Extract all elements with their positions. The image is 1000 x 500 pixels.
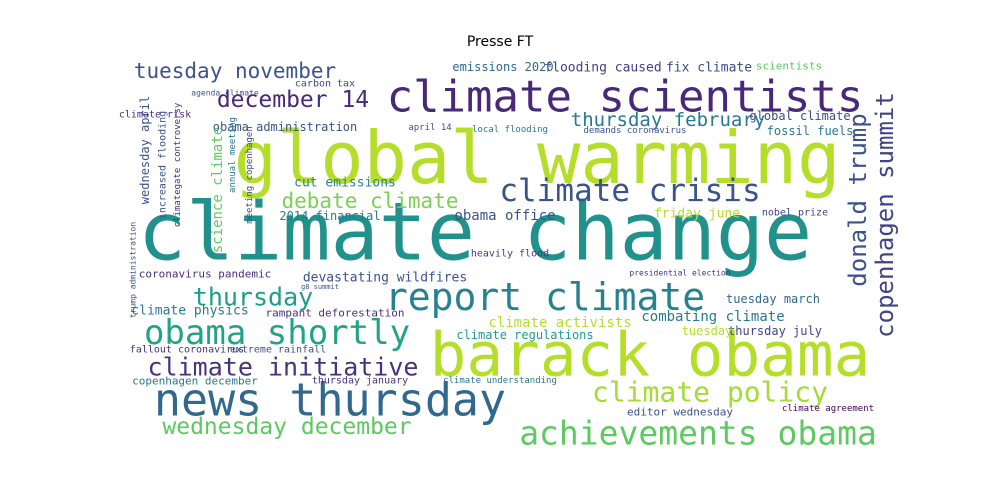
word: climate activists <box>488 315 631 331</box>
word: rampant deforestation <box>265 307 404 320</box>
word: presidential election <box>629 269 730 278</box>
word: flooding caused <box>544 61 661 76</box>
cloud-area <box>125 60 895 445</box>
word: climate physics <box>131 304 248 319</box>
word: donald trump <box>844 113 872 286</box>
word: climate crisis <box>499 173 760 209</box>
word: climate understanding <box>443 376 557 386</box>
word: tuesday march <box>726 292 820 306</box>
word: tuesday <box>682 324 733 338</box>
word: wednesday december <box>162 414 411 440</box>
title: Presse FT <box>467 34 534 50</box>
word: carbon tax <box>295 79 355 90</box>
word: report climate <box>385 275 705 319</box>
word: increased flooding <box>158 111 169 219</box>
word: climate change <box>138 186 812 279</box>
word: science climate <box>210 127 226 253</box>
word: climate regulations <box>456 328 593 342</box>
word: editor wednesday <box>627 406 733 419</box>
word: copenhagen summit <box>871 92 899 338</box>
word: fossil fuels <box>767 124 854 138</box>
word: copenhagen december <box>132 375 258 388</box>
word: climate initiative <box>148 353 419 382</box>
word: climate policy <box>592 376 828 409</box>
word: climategate controversy <box>173 102 183 227</box>
word: wednesday april <box>138 96 152 204</box>
word: combating climate <box>641 309 784 325</box>
word: obama office <box>454 208 555 224</box>
word: friday june <box>654 207 740 222</box>
word: obama administration <box>213 120 358 134</box>
word: thursday july <box>728 324 822 338</box>
word: climate risk <box>119 110 191 121</box>
word: debate climate <box>281 189 458 213</box>
word: trump administration <box>129 222 138 319</box>
word: fallout coronavirus <box>130 345 244 356</box>
word: coronavirus pandemic <box>139 268 271 281</box>
word: demands coronavirus <box>584 126 687 136</box>
word: climate agreement <box>782 404 874 414</box>
word: local flooding <box>472 125 548 135</box>
word: climate scientists <box>387 72 864 123</box>
word: global climate <box>749 109 850 123</box>
word: scientists <box>756 60 822 73</box>
word: emissions 2020 <box>452 60 553 74</box>
word: nobel prize <box>762 208 828 219</box>
word: devastating wildfires <box>303 271 467 286</box>
word: april 14 <box>408 123 451 133</box>
word: thursday january <box>312 376 408 387</box>
word: cut emissions <box>294 176 396 191</box>
word: fix climate <box>666 61 752 76</box>
word: annual meeting <box>228 117 238 193</box>
word: thursday <box>193 283 313 312</box>
word: agenda climate <box>191 89 259 98</box>
word: news thursday <box>154 374 506 427</box>
word: 2014 financial <box>279 209 380 223</box>
word: global warming <box>234 116 841 200</box>
word: extreme rainfall <box>230 345 326 356</box>
word: achievements obama <box>519 414 877 453</box>
word: obama shortly <box>144 313 410 353</box>
word: barack obama <box>430 320 871 391</box>
word: meeting copenhagen <box>245 126 255 224</box>
word: heavily flood <box>471 249 549 260</box>
word: december 14 <box>217 87 369 113</box>
word: tuesday november <box>134 59 336 83</box>
word: thursday february <box>571 109 765 131</box>
word: g8 summit <box>301 283 339 291</box>
